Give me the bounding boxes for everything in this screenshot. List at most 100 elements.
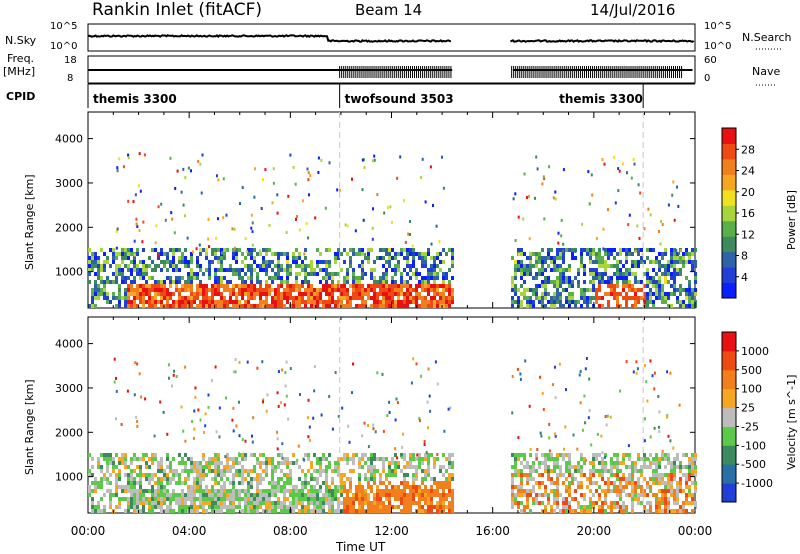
heatmap-cell bbox=[244, 493, 247, 497]
heatmap-cell bbox=[143, 153, 146, 157]
heatmap-cell bbox=[235, 296, 238, 300]
heatmap-cell bbox=[199, 461, 202, 465]
heatmap-cell bbox=[436, 481, 439, 485]
heatmap-cell bbox=[160, 485, 163, 489]
heatmap-cell bbox=[364, 304, 367, 308]
heatmap-cell bbox=[157, 485, 160, 489]
heatmap-cell bbox=[574, 249, 577, 253]
heatmap-cell bbox=[430, 242, 433, 246]
heatmap-cell bbox=[646, 248, 649, 252]
heatmap-cell bbox=[520, 272, 523, 276]
heatmap-cell bbox=[420, 176, 423, 179]
heatmap-cell bbox=[606, 414, 609, 418]
heatmap-cell bbox=[361, 493, 364, 497]
heatmap-cell bbox=[193, 493, 196, 497]
heatmap-cell bbox=[103, 252, 106, 256]
heatmap-cell bbox=[346, 493, 349, 497]
heatmap-cell bbox=[595, 457, 598, 461]
heatmap-cell bbox=[196, 288, 199, 292]
heatmap-cell bbox=[211, 489, 214, 493]
heatmap-cell bbox=[115, 272, 118, 276]
heatmap-cell bbox=[409, 300, 412, 304]
heatmap-cell bbox=[127, 296, 130, 300]
heatmap-cell bbox=[601, 505, 604, 509]
heatmap-cell bbox=[331, 284, 334, 288]
heatmap-cell bbox=[259, 453, 262, 457]
heatmap-cell bbox=[246, 250, 249, 254]
heatmap-cell bbox=[88, 473, 91, 477]
heatmap-cell bbox=[169, 292, 172, 296]
heatmap-cell bbox=[103, 260, 106, 264]
heatmap-cell bbox=[520, 481, 523, 485]
heatmap-cell bbox=[517, 501, 520, 505]
heatmap-cell bbox=[415, 252, 418, 256]
heatmap-cell bbox=[259, 465, 262, 469]
heatmap-cell bbox=[685, 453, 688, 457]
heatmap-cell bbox=[607, 304, 610, 308]
heatmap-cell bbox=[178, 473, 181, 477]
heatmap-cell bbox=[595, 268, 598, 272]
heatmap-cell bbox=[535, 292, 538, 296]
heatmap-cell bbox=[316, 505, 319, 509]
heatmap-cell bbox=[412, 465, 415, 469]
heatmap-cell bbox=[439, 481, 442, 485]
heatmap-cell bbox=[421, 493, 424, 497]
heatmap-cell bbox=[325, 465, 328, 469]
heatmap-cell bbox=[388, 493, 391, 497]
heatmap-cell bbox=[337, 272, 340, 276]
colorbar-swatch bbox=[722, 426, 736, 446]
heatmap-cell bbox=[358, 264, 361, 268]
heatmap-cell bbox=[349, 457, 352, 461]
heatmap-cell bbox=[418, 280, 421, 284]
heatmap-cell bbox=[649, 435, 652, 439]
heatmap-cell bbox=[367, 296, 370, 300]
heatmap-cell bbox=[438, 240, 441, 244]
heatmap-cell bbox=[436, 501, 439, 505]
heatmap-cell bbox=[526, 497, 529, 501]
heatmap-cell bbox=[184, 465, 187, 469]
heatmap-cell bbox=[349, 304, 352, 308]
heatmap-cell bbox=[316, 260, 319, 264]
heatmap-cell bbox=[247, 493, 250, 497]
heatmap-cell bbox=[433, 489, 436, 493]
heatmap-cell bbox=[103, 268, 106, 272]
heatmap-cell bbox=[286, 473, 289, 477]
heatmap-cell bbox=[433, 304, 436, 308]
heatmap-cell bbox=[550, 304, 553, 308]
heatmap-cell bbox=[259, 292, 262, 296]
heatmap-cell bbox=[301, 481, 304, 485]
heatmap-cell bbox=[376, 501, 379, 505]
heatmap-cell bbox=[619, 248, 622, 252]
heatmap-cell bbox=[133, 292, 136, 296]
heatmap-cell bbox=[202, 469, 205, 473]
heatmap-cell bbox=[406, 505, 409, 509]
heatmap-cell bbox=[367, 481, 370, 485]
heatmap-cell bbox=[199, 292, 202, 296]
heatmap-cell bbox=[292, 284, 295, 288]
heatmap-cell bbox=[631, 509, 634, 513]
heatmap-cell bbox=[367, 469, 370, 473]
heatmap-cell bbox=[241, 465, 244, 469]
heatmap-cell bbox=[319, 465, 322, 469]
heatmap-cell bbox=[418, 296, 421, 300]
heatmap-cell bbox=[442, 284, 445, 288]
heatmap-cell bbox=[217, 248, 220, 252]
heatmap-cell bbox=[334, 272, 337, 276]
heatmap-cell bbox=[448, 284, 451, 288]
heatmap-cell bbox=[223, 485, 226, 489]
heatmap-cell bbox=[148, 509, 151, 513]
heatmap-cell bbox=[118, 477, 121, 481]
heatmap-cell bbox=[247, 296, 250, 300]
heatmap-cell bbox=[340, 300, 343, 304]
heatmap-cell bbox=[556, 296, 559, 300]
heatmap-cell bbox=[412, 497, 415, 501]
heatmap-cell bbox=[529, 509, 532, 513]
heatmap-cell bbox=[679, 509, 682, 513]
heatmap-cell bbox=[430, 268, 433, 272]
heatmap-cell bbox=[148, 501, 151, 505]
heatmap-cell bbox=[244, 237, 247, 240]
heatmap-cell bbox=[130, 477, 133, 481]
heatmap-cell bbox=[442, 493, 445, 497]
heatmap-cell bbox=[145, 268, 148, 272]
heatmap-cell bbox=[364, 497, 367, 501]
